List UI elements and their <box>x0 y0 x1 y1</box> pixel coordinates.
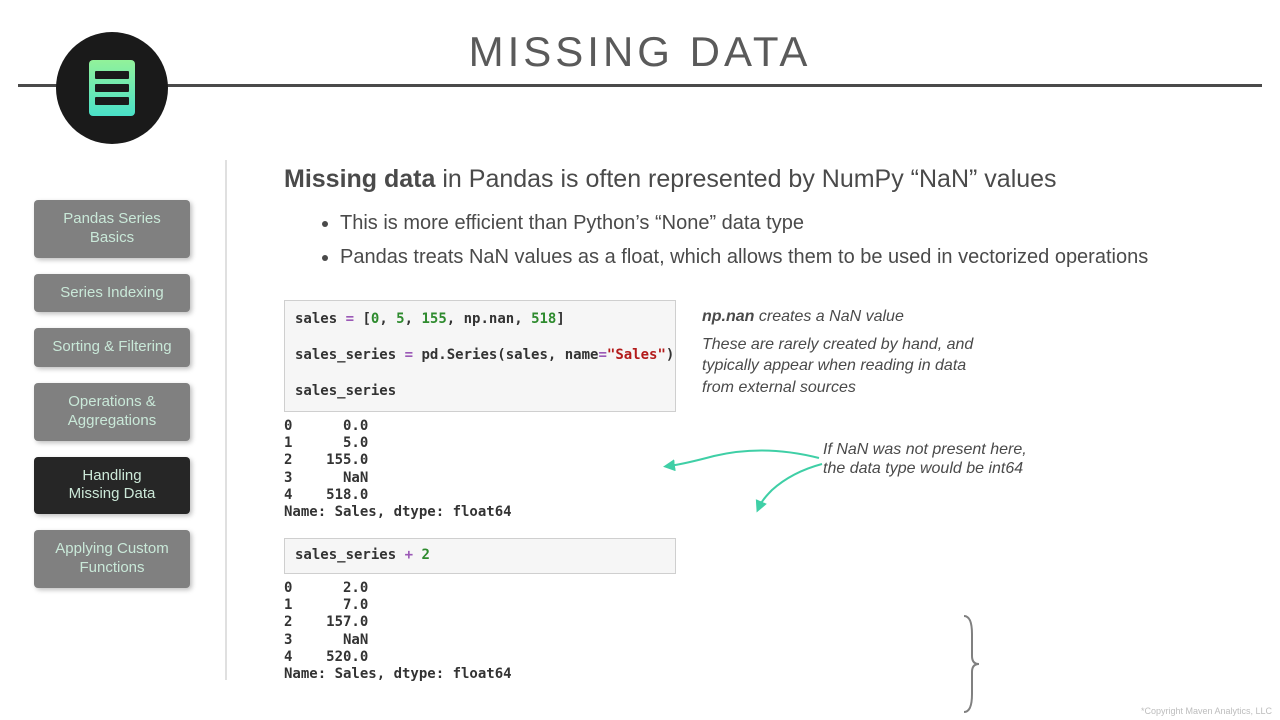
main-content: Missing data in Pandas is often represen… <box>284 165 1244 684</box>
logo-icon <box>56 32 168 144</box>
headline: Missing data in Pandas is often represen… <box>284 165 1244 194</box>
sidebar-item-5[interactable]: Applying CustomFunctions <box>34 530 190 588</box>
annotation-line1: If NaN was not present here, <box>823 440 1027 460</box>
vertical-divider <box>225 160 227 680</box>
sidebar-item-0[interactable]: Pandas SeriesBasics <box>34 200 190 258</box>
sidebar-item-1[interactable]: Series Indexing <box>34 274 190 313</box>
code-block-2: sales_series + 2 <box>284 538 676 574</box>
bullet-0: This is more efficient than Python’s “No… <box>340 208 1244 238</box>
copyright: *Copyright Maven Analytics, LLC <box>1141 706 1272 716</box>
note-block: np.nan creates a NaN value These are rar… <box>702 306 982 398</box>
bullet-1: Pandas treats NaN values as a float, whi… <box>340 242 1244 272</box>
output-2: 0 2.0 1 7.0 2 157.0 3 NaN 4 520.0 Name: … <box>284 580 1244 684</box>
brace-icon <box>962 614 980 714</box>
arrow-2-icon <box>747 462 827 517</box>
sidebar-item-2[interactable]: Sorting & Filtering <box>34 328 190 367</box>
annotation-line2: the data type would be int64 <box>823 459 1023 479</box>
sidebar-item-3[interactable]: Operations &Aggregations <box>34 383 190 441</box>
horizontal-rule <box>18 84 1262 87</box>
bullet-list: This is more efficient than Python’s “No… <box>340 208 1244 272</box>
code-block-1: sales = [0, 5, 155, np.nan, 518] sales_s… <box>284 300 676 412</box>
sidebar: Pandas SeriesBasics Series Indexing Sortin… <box>34 200 190 604</box>
sidebar-item-4[interactable]: HandlingMissing Data <box>34 457 190 515</box>
headline-bold: Missing data <box>284 165 435 193</box>
page-title: MISSING DATA <box>0 28 1280 76</box>
note-bold: np.nan <box>702 308 754 325</box>
headline-rest: in Pandas is often represented by NumPy … <box>435 165 1056 193</box>
note-body: These are rarely created by hand, and ty… <box>702 334 982 399</box>
note-rest: creates a NaN value <box>754 308 903 325</box>
